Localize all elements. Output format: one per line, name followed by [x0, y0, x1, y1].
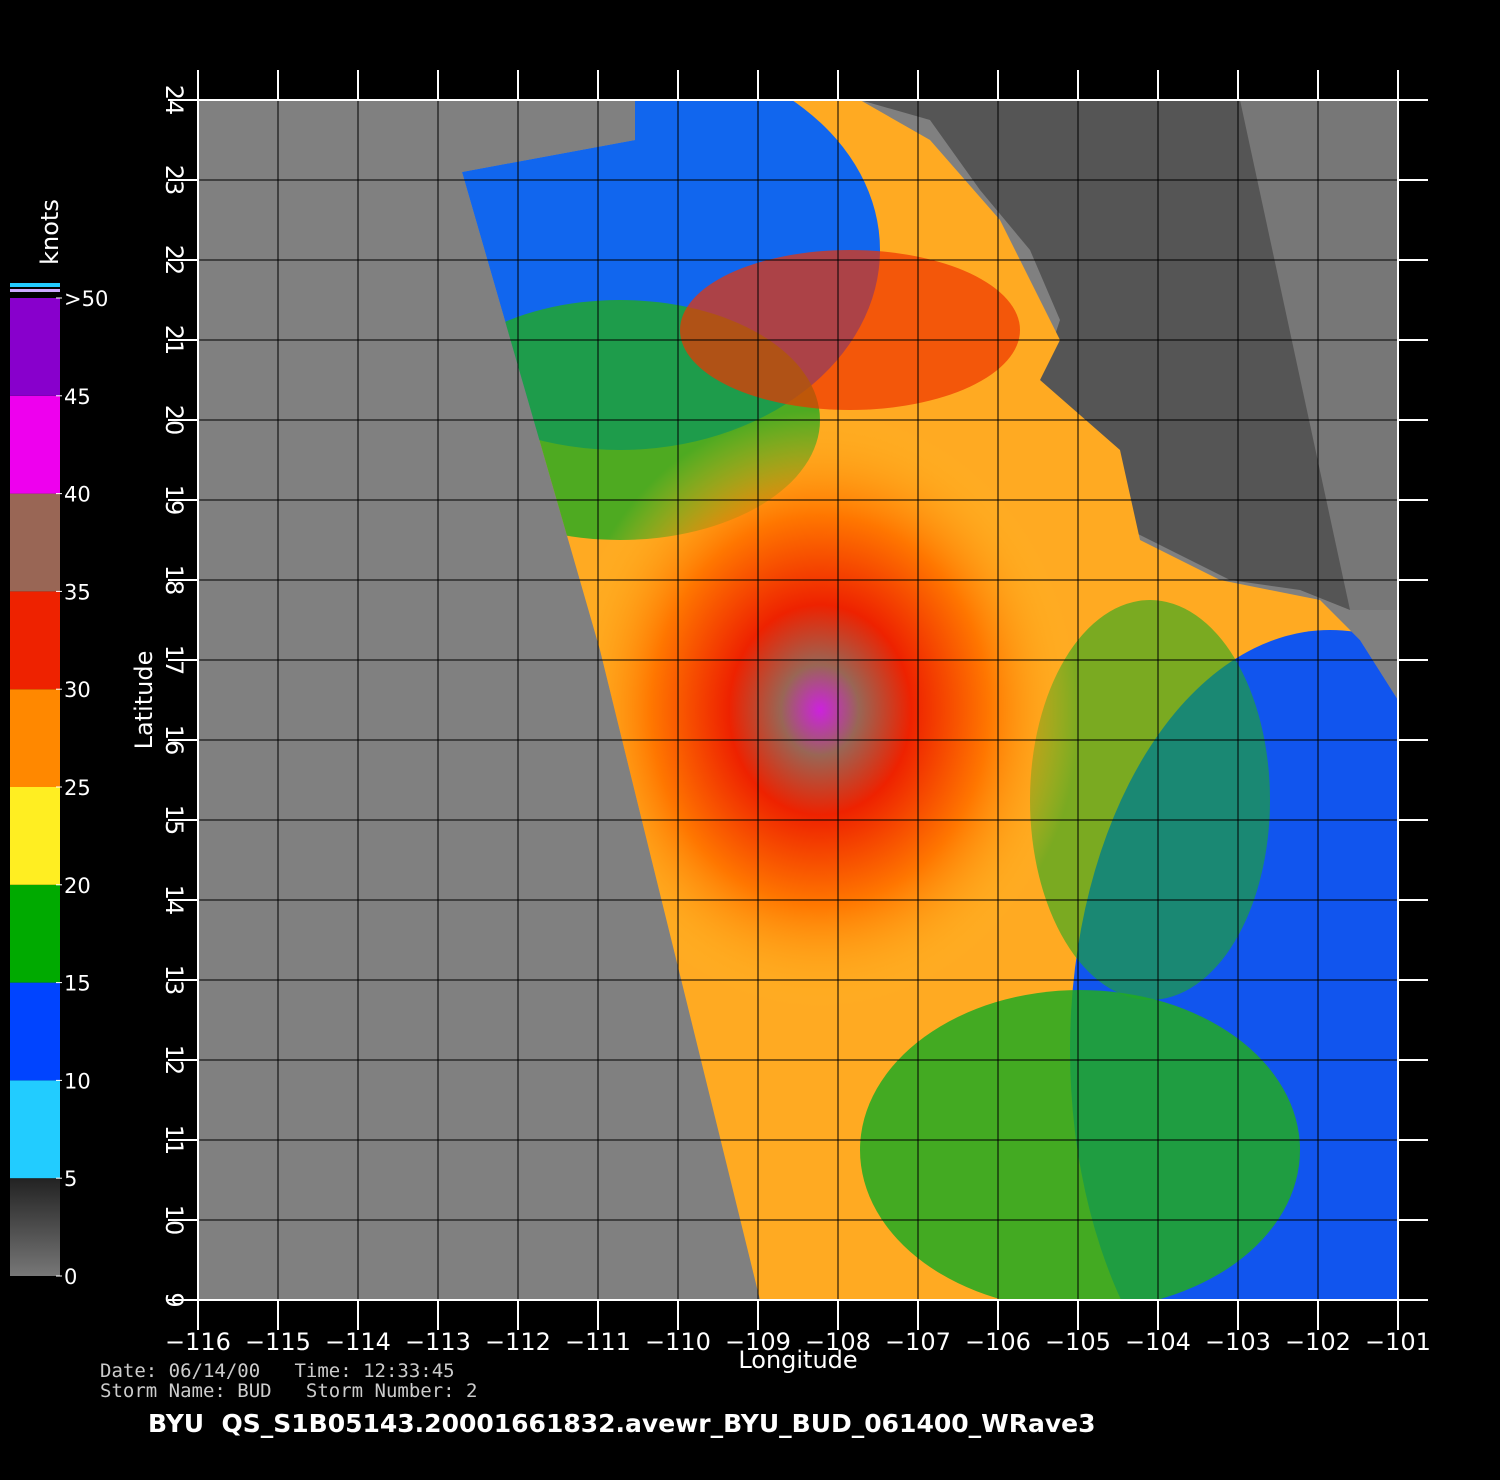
y-tick-label: 13	[160, 965, 188, 996]
colorbar-segment	[10, 591, 60, 690]
colorbar-segment	[10, 298, 60, 396]
file-title: BYU QS_S1B05143.20001661832.avewr_BYU_BU…	[148, 1409, 1096, 1438]
x-tick-label: −112	[485, 1328, 551, 1356]
colorbar-tick-label: 5	[64, 1167, 77, 1191]
colorbar-segment	[10, 395, 60, 494]
colorbar-tick-label: 0	[64, 1265, 77, 1289]
x-tick-label: −102	[1285, 1328, 1351, 1356]
x-tick-label: −107	[885, 1328, 951, 1356]
y-tick-label: 17	[160, 645, 188, 676]
y-tick-label: 9	[160, 1292, 188, 1307]
x-tick-label: −103	[1205, 1328, 1271, 1356]
land	[860, 100, 1398, 610]
colorbar-tick-label: 15	[64, 972, 91, 996]
colorbar-tick-label: 10	[64, 1069, 91, 1093]
y-tick-label: 11	[160, 1125, 188, 1156]
colorbar-segment	[10, 787, 60, 885]
colorbar-cap	[10, 289, 60, 292]
date-line: Date: 06/14/00 Time: 12:33:45	[100, 1360, 455, 1382]
colorbar-tick-label: 30	[64, 678, 91, 702]
colorbar-title: knots	[36, 199, 64, 265]
y-tick-label: 24	[160, 85, 188, 116]
colorbar-segment	[10, 689, 60, 787]
off-swath	[1240, 100, 1398, 610]
y-axis-label: Latitude	[130, 651, 158, 750]
storm-core	[560, 410, 1080, 1010]
colorbar-segment	[10, 884, 60, 983]
y-tick-label: 16	[160, 725, 188, 756]
colorbar-segment	[10, 493, 60, 592]
x-tick-label: −104	[1125, 1328, 1191, 1356]
colorbar-tick-label: 20	[64, 874, 91, 898]
x-tick-label: −109	[725, 1328, 791, 1356]
colorbar-tick-label: 35	[64, 580, 91, 604]
x-tick-label: −101	[1365, 1328, 1431, 1356]
x-tick-label: −105	[1045, 1328, 1111, 1356]
y-tick-label: 20	[160, 405, 188, 436]
y-tick-label: 10	[160, 1205, 188, 1236]
colorbar-tick-label: 25	[64, 776, 91, 800]
field-mid	[860, 990, 1300, 1300]
x-tick-label: −108	[805, 1328, 871, 1356]
x-tick-label: −110	[645, 1328, 711, 1356]
y-tick-label: 18	[160, 565, 188, 596]
x-tick-label: −115	[245, 1328, 311, 1356]
colorbar-tick-label: 45	[64, 385, 91, 409]
frame	[197, 99, 1399, 1301]
y-tick-label: 12	[160, 1045, 188, 1076]
colorbar-cap	[10, 283, 60, 287]
colorbar: 0 5 10 15 20 25 30 35 40 45 >50	[10, 283, 108, 1289]
x-axis-label: Longitude	[738, 1346, 857, 1374]
x-tick-label: −111	[565, 1328, 631, 1356]
colorbar-segment	[10, 1080, 60, 1179]
colorbar-segment	[10, 982, 60, 1081]
y-tick-label: 14	[160, 885, 188, 916]
y-tick-label: 23	[160, 165, 188, 196]
plot-area	[197, 99, 1399, 1301]
x-tick-label: −113	[405, 1328, 471, 1356]
colorbar-tick-label: >50	[64, 287, 108, 311]
y-tick-label: 19	[160, 485, 188, 516]
x-tick-label: −106	[965, 1328, 1031, 1356]
y-tick-label: 21	[160, 325, 188, 356]
storm-line: Storm Name: BUD Storm Number: 2	[100, 1380, 478, 1402]
y-tick-label: 15	[160, 805, 188, 836]
x-tick-label: −116	[165, 1328, 231, 1356]
x-tick-label: −114	[325, 1328, 391, 1356]
colorbar-tick-label: 40	[64, 483, 91, 507]
field-high	[680, 250, 1020, 410]
colorbar-segment	[10, 1178, 60, 1276]
y-tick-label: 22	[160, 245, 188, 276]
